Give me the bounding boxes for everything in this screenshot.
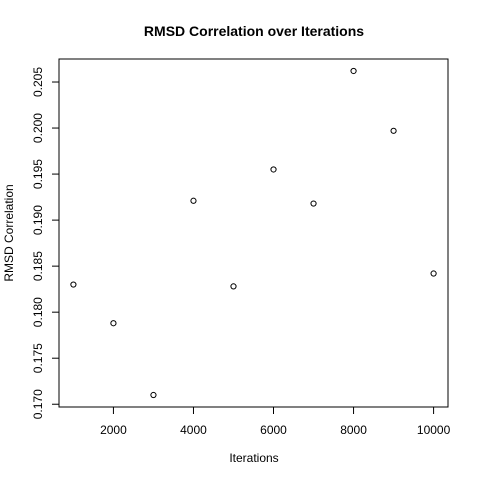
y-tick-label: 0.185: [31, 251, 45, 281]
x-tick-label: 6000: [260, 423, 287, 437]
data-point: [70, 281, 77, 288]
x-tick-label: 8000: [340, 423, 367, 437]
x-tick-label: 2000: [100, 423, 127, 437]
data-point: [230, 283, 237, 290]
data-point: [270, 166, 277, 173]
data-point: [390, 127, 397, 134]
data-point: [350, 67, 357, 75]
y-tick-label: 0.195: [31, 159, 45, 189]
y-tick-label: 0.175: [31, 343, 45, 373]
y-tick-label: 0.200: [31, 113, 45, 143]
data-point: [190, 197, 197, 204]
chart-title: RMSD Correlation over Iterations: [144, 23, 364, 39]
x-axis: 2000 4000 6000 8000 10000: [100, 406, 451, 437]
data-points: [70, 67, 437, 399]
data-point: [310, 200, 317, 207]
data-point: [110, 320, 117, 327]
y-tick-label: 0.170: [31, 389, 45, 419]
x-tick-label: 10000: [417, 423, 451, 437]
data-point: [150, 391, 157, 399]
plot-area-frame: [58, 58, 449, 408]
y-tick-label: 0.190: [31, 205, 45, 235]
y-axis-label: RMSD Correlation: [2, 184, 16, 281]
y-axis: 0.170 0.175 0.180 0.185 0.190 0.195 0.200 0.205: [31, 67, 60, 419]
x-tick-label: 4000: [180, 423, 207, 437]
y-tick-label: 0.205: [31, 67, 45, 97]
data-point: [430, 270, 437, 277]
y-tick-label: 0.180: [31, 297, 45, 327]
x-axis-label: Iterations: [229, 451, 278, 465]
